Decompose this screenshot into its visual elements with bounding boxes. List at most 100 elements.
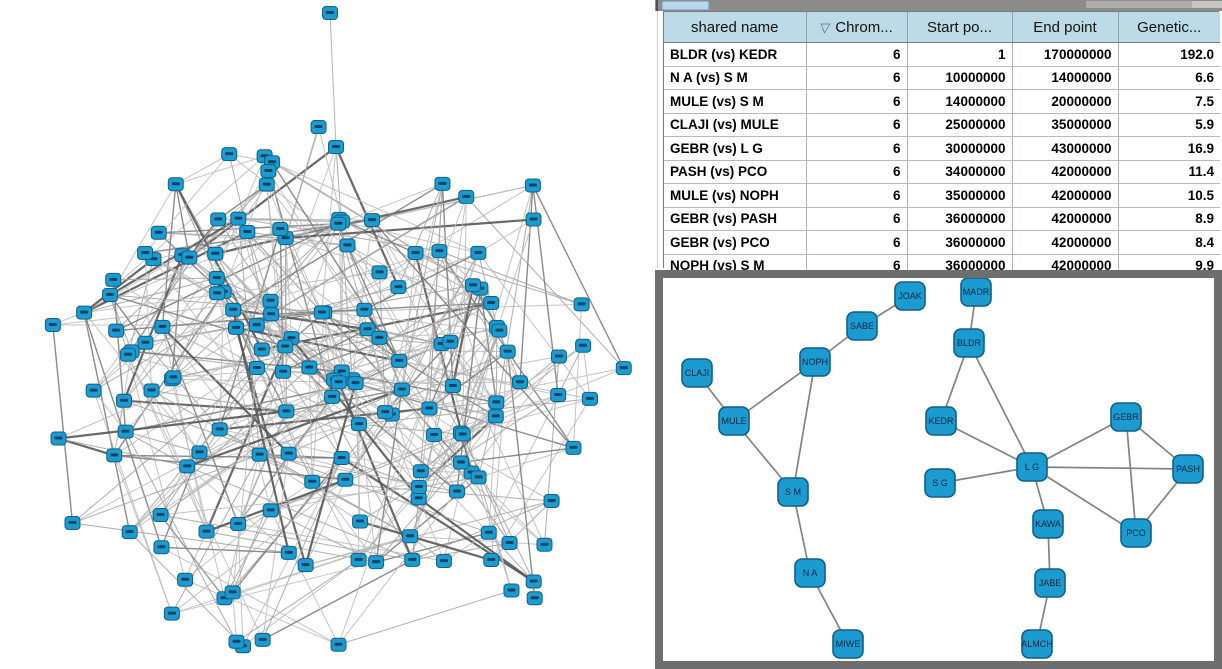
network-edge[interactable]	[232, 367, 258, 593]
network-edge[interactable]	[341, 284, 474, 372]
network-edge[interactable]	[428, 326, 498, 409]
network-edge[interactable]	[144, 253, 153, 391]
cell-value[interactable]: 6	[806, 160, 908, 184]
network-edge[interactable]	[161, 326, 239, 525]
network-edge[interactable]	[131, 351, 200, 453]
network-edge[interactable]	[321, 250, 440, 313]
network-edge[interactable]	[351, 220, 373, 380]
network-edge[interactable]	[428, 183, 443, 409]
network-edge[interactable]	[125, 431, 188, 467]
network-edge[interactable]	[338, 381, 496, 417]
cell-value[interactable]: 30000000	[907, 136, 1013, 161]
network-edge[interactable]	[113, 455, 173, 614]
network-edge[interactable]	[792, 361, 816, 493]
network-node[interactable]	[846, 311, 878, 341]
network-edge[interactable]	[285, 126, 320, 239]
network-edge[interactable]	[173, 337, 380, 378]
network-edge[interactable]	[72, 454, 260, 524]
network-node[interactable]	[1110, 402, 1142, 432]
network-edge[interactable]	[232, 309, 290, 554]
table-row[interactable]: GEBR (vs) PCO 6 36000000 42000000 8.4	[664, 230, 1220, 255]
network-edge[interactable]	[125, 377, 174, 432]
network-edge[interactable]	[113, 277, 217, 281]
col-header-end-point[interactable]: End point	[1012, 12, 1119, 43]
cell-shared-name[interactable]: PASH (vs) PCO	[664, 160, 807, 184]
network-edge[interactable]	[144, 252, 343, 372]
network-edge[interactable]	[219, 428, 421, 472]
network-edge[interactable]	[173, 291, 225, 378]
network-edge[interactable]	[189, 257, 292, 339]
network-edge[interactable]	[246, 231, 323, 313]
filter-icon[interactable]: ▽	[819, 19, 832, 35]
network-edge[interactable]	[305, 479, 346, 566]
cell-value[interactable]: 192.0	[1118, 42, 1220, 67]
network-edge[interactable]	[125, 431, 237, 642]
network-edge[interactable]	[58, 438, 188, 467]
cell-value[interactable]: 1	[907, 42, 1013, 67]
network-edge[interactable]	[364, 252, 479, 311]
network-edge[interactable]	[358, 423, 463, 436]
detail-network-canvas[interactable]: JOAK SABE NOPH CLAJI MULE S M N A MIWE MADR BLDR K…	[663, 277, 1214, 661]
network-edge[interactable]	[449, 341, 497, 403]
network-edge[interactable]	[506, 351, 536, 599]
network-edge[interactable]	[129, 346, 286, 533]
cell-value[interactable]: 8.9	[1118, 207, 1220, 231]
network-node[interactable]	[1032, 509, 1064, 539]
network-edge[interactable]	[235, 326, 400, 363]
network-edge[interactable]	[462, 398, 591, 436]
network-edge[interactable]	[171, 561, 377, 615]
network-edge[interactable]	[452, 385, 512, 591]
network-edge[interactable]	[217, 184, 268, 220]
col-header-shared-name[interactable]: shared name	[664, 12, 807, 43]
network-edge[interactable]	[352, 378, 496, 417]
network-edge[interactable]	[490, 398, 591, 561]
network-edge[interactable]	[123, 292, 218, 402]
network-node[interactable]	[960, 277, 992, 307]
network-edge[interactable]	[270, 510, 339, 645]
cell-shared-name[interactable]: MULE (vs) NOPH	[664, 183, 807, 208]
network-edge[interactable]	[347, 244, 498, 328]
cell-value[interactable]: 10000000	[907, 66, 1013, 90]
network-edge[interactable]	[109, 294, 147, 344]
cell-value[interactable]: 14000000	[907, 89, 1013, 114]
network-edge[interactable]	[329, 12, 337, 148]
network-node[interactable]	[1016, 452, 1048, 482]
network-edge[interactable]	[271, 161, 479, 254]
network-node[interactable]	[681, 358, 713, 388]
network-node[interactable]	[1120, 518, 1152, 548]
network-edge[interactable]	[496, 345, 584, 403]
network-node[interactable]	[1172, 454, 1204, 484]
network-edge[interactable]	[172, 377, 207, 532]
network-edge[interactable]	[490, 500, 552, 561]
col-header-chromosome[interactable]: ▽ Chrom...	[806, 12, 908, 43]
cell-value[interactable]: 36000000	[907, 207, 1013, 231]
network-edge[interactable]	[1125, 416, 1137, 534]
table-row[interactable]: N A (vs) S M 6 10000000 14000000 6.6	[664, 66, 1220, 90]
network-edge[interactable]	[262, 457, 343, 641]
network-node[interactable]	[832, 629, 864, 659]
table-row[interactable]: GEBR (vs) L G 6 30000000 43000000 16.9	[664, 136, 1220, 161]
network-edge[interactable]	[355, 383, 377, 563]
cell-value[interactable]: 36000000	[907, 230, 1013, 255]
cell-value[interactable]: 20000000	[1012, 89, 1119, 114]
network-edge[interactable]	[72, 367, 258, 524]
network-edge[interactable]	[338, 218, 462, 433]
network-edge[interactable]	[379, 330, 500, 339]
network-node[interactable]	[718, 406, 750, 436]
network-edge[interactable]	[83, 312, 200, 453]
network-edge[interactable]	[433, 434, 510, 544]
network-edge[interactable]	[291, 337, 413, 561]
network-edge[interactable]	[214, 253, 490, 534]
network-edge[interactable]	[236, 559, 359, 643]
network-edge[interactable]	[232, 592, 237, 642]
network-edge[interactable]	[420, 470, 472, 473]
cell-value[interactable]: 170000000	[1012, 42, 1119, 67]
overview-network-canvas[interactable]	[0, 0, 655, 669]
network-edge[interactable]	[429, 401, 497, 409]
network-edge[interactable]	[572, 304, 583, 448]
network-edge[interactable]	[367, 328, 473, 473]
network-edge[interactable]	[145, 327, 237, 344]
table-row[interactable]: BLDR (vs) KEDR 6 1 170000000 192.0	[664, 42, 1220, 67]
cell-value[interactable]: 25000000	[907, 113, 1013, 137]
network-edge[interactable]	[72, 522, 289, 554]
